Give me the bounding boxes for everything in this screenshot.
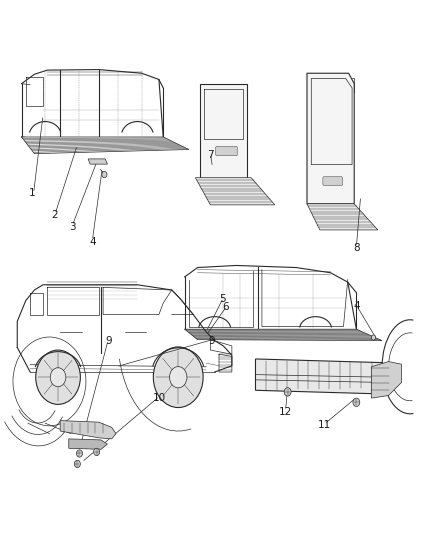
Text: 1: 1 — [29, 188, 35, 198]
Circle shape — [102, 172, 107, 177]
Polygon shape — [88, 159, 107, 164]
Text: 9: 9 — [208, 336, 215, 346]
Polygon shape — [307, 204, 378, 230]
Circle shape — [74, 461, 80, 467]
Circle shape — [94, 448, 100, 456]
Text: 6: 6 — [223, 302, 229, 312]
Text: 3: 3 — [69, 222, 75, 232]
Text: 2: 2 — [52, 211, 58, 220]
Polygon shape — [60, 421, 116, 439]
Text: 5: 5 — [219, 294, 226, 304]
FancyBboxPatch shape — [215, 147, 237, 156]
Circle shape — [353, 398, 360, 407]
Polygon shape — [307, 73, 354, 204]
Text: 12: 12 — [279, 407, 292, 417]
Text: 11: 11 — [318, 421, 331, 430]
FancyBboxPatch shape — [323, 176, 343, 185]
Polygon shape — [200, 84, 247, 177]
Circle shape — [77, 450, 82, 457]
Text: 8: 8 — [353, 243, 360, 253]
Polygon shape — [255, 359, 389, 394]
Polygon shape — [21, 137, 189, 154]
Circle shape — [36, 350, 80, 405]
Circle shape — [170, 367, 187, 388]
Text: 10: 10 — [153, 393, 166, 403]
Polygon shape — [371, 361, 401, 398]
Circle shape — [50, 368, 66, 387]
Polygon shape — [185, 329, 382, 341]
Polygon shape — [195, 177, 275, 205]
Circle shape — [153, 347, 203, 408]
Circle shape — [284, 387, 291, 396]
Text: 4: 4 — [89, 238, 95, 247]
Polygon shape — [69, 439, 107, 449]
Text: 4: 4 — [353, 301, 360, 311]
Text: 7: 7 — [207, 150, 214, 160]
Text: 9: 9 — [105, 336, 112, 346]
Circle shape — [371, 335, 376, 340]
